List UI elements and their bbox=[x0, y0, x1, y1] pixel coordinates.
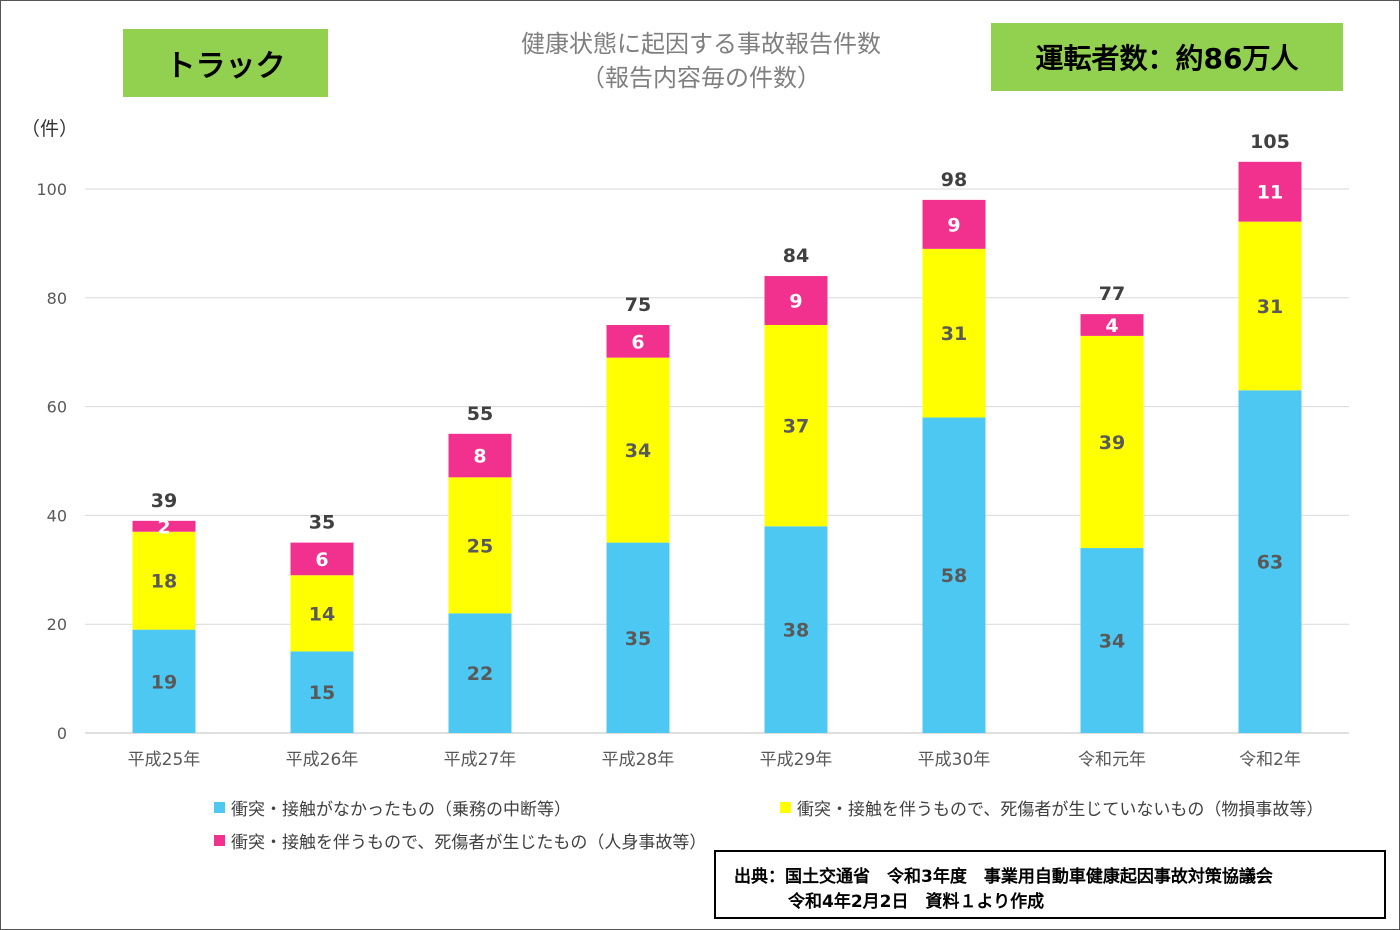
y-tick-label: 0 bbox=[57, 724, 67, 743]
data-label: 15 bbox=[309, 682, 335, 704]
x-tick-label: 令和2年 bbox=[1239, 750, 1301, 770]
total-label: 77 bbox=[1099, 283, 1125, 305]
data-label: 38 bbox=[783, 620, 809, 642]
data-label: 58 bbox=[941, 565, 967, 587]
bar-segment bbox=[448, 613, 512, 733]
bar-segment bbox=[132, 520, 196, 532]
y-tick-label: 60 bbox=[47, 398, 67, 417]
total-label: 75 bbox=[625, 294, 651, 316]
x-tick-label: 令和元年 bbox=[1078, 750, 1146, 770]
bar-segment bbox=[764, 276, 828, 325]
bar-segment bbox=[132, 629, 196, 733]
data-label: 2 bbox=[157, 516, 170, 538]
data-label: 6 bbox=[631, 331, 644, 353]
legend-label: 衝突・接触を伴うもので、死傷者が生じていないもの（物損事故等） bbox=[797, 800, 1324, 820]
total-label: 55 bbox=[467, 403, 493, 425]
data-label: 18 bbox=[151, 571, 177, 593]
bar-segment bbox=[764, 526, 828, 733]
bar-segment bbox=[1080, 548, 1144, 733]
bar-segment bbox=[606, 325, 670, 358]
data-label: 11 bbox=[1257, 182, 1283, 204]
chart-title: 健康状態に起因する事故報告件数 （報告内容毎の件数） bbox=[441, 27, 961, 95]
data-label: 14 bbox=[309, 603, 335, 625]
y-tick-label: 80 bbox=[47, 289, 67, 308]
bar-segment bbox=[922, 199, 986, 249]
data-label: 34 bbox=[625, 440, 651, 462]
data-label: 31 bbox=[1257, 296, 1283, 318]
data-label: 9 bbox=[789, 291, 802, 313]
bar-segment bbox=[1238, 390, 1302, 733]
total-label: 98 bbox=[941, 169, 967, 191]
total-label: 84 bbox=[783, 245, 809, 267]
data-label: 34 bbox=[1099, 631, 1125, 653]
y-tick-label: 40 bbox=[47, 506, 67, 525]
legend-label: 衝突・接触を伴うもので、死傷者が生じたもの（人身事故等） bbox=[231, 833, 707, 853]
x-tick-label: 平成25年 bbox=[128, 750, 201, 770]
data-label: 35 bbox=[625, 628, 651, 650]
x-tick-label: 平成28年 bbox=[602, 750, 675, 770]
x-tick-label: 平成30年 bbox=[918, 750, 991, 770]
bar-segment bbox=[1080, 335, 1144, 549]
bar-segment bbox=[606, 357, 670, 543]
data-label: 9 bbox=[947, 214, 960, 236]
legend-item-property-damage: 衝突・接触を伴うもので、死傷者が生じていないもの（物損事故等） bbox=[780, 795, 1323, 820]
bar-segment bbox=[1238, 221, 1302, 391]
data-label: 6 bbox=[315, 549, 328, 571]
vehicle-type-badge: トラック bbox=[123, 29, 328, 97]
driver-count-badge: 運転者数：約86万人 bbox=[991, 23, 1343, 91]
bar-segment bbox=[1080, 314, 1144, 336]
data-label: 39 bbox=[1099, 432, 1125, 454]
bar-segment bbox=[922, 248, 986, 418]
x-tick-label: 平成26年 bbox=[286, 750, 359, 770]
bar-segment bbox=[922, 417, 986, 733]
total-label: 105 bbox=[1250, 131, 1290, 153]
data-label: 25 bbox=[467, 535, 493, 557]
bar-segment bbox=[1238, 161, 1302, 222]
y-tick-label: 100 bbox=[36, 180, 67, 199]
legend-swatch-yellow bbox=[780, 802, 791, 813]
chart-title-line2: （報告内容毎の件数） bbox=[581, 64, 821, 92]
legend-swatch-pink bbox=[214, 835, 225, 846]
bar-segment bbox=[606, 542, 670, 733]
bar-segment bbox=[764, 325, 828, 527]
bar-segment bbox=[132, 531, 196, 630]
data-label: 31 bbox=[941, 323, 967, 345]
x-tick-label: 平成29年 bbox=[760, 750, 833, 770]
chart-title-line1: 健康状態に起因する事故報告件数 bbox=[521, 30, 881, 58]
legend-item-injury: 衝突・接触を伴うもので、死傷者が生じたもの（人身事故等） bbox=[214, 828, 706, 853]
bar-segment bbox=[448, 477, 512, 614]
bar-segment bbox=[448, 433, 512, 478]
data-label: 19 bbox=[151, 671, 177, 693]
total-label: 35 bbox=[309, 512, 335, 534]
legend-swatch-blue bbox=[214, 802, 225, 813]
bar-segment bbox=[290, 542, 354, 576]
data-label: 22 bbox=[467, 663, 493, 685]
bar-segment bbox=[290, 651, 354, 733]
data-label: 4 bbox=[1105, 315, 1118, 337]
source-line1: 出典：国土交通省 令和3年度 事業用自動車健康起因事故対策協議会 bbox=[734, 867, 1273, 887]
data-label: 63 bbox=[1257, 552, 1283, 574]
total-label: 39 bbox=[151, 490, 177, 512]
source-note: 出典：国土交通省 令和3年度 事業用自動車健康起因事故対策協議会 令和4年2月2… bbox=[714, 850, 1386, 919]
legend-item-no-collision: 衝突・接触がなかったもの（乗務の中断等） bbox=[214, 795, 571, 820]
data-label: 8 bbox=[473, 446, 486, 468]
bar-segment bbox=[290, 575, 354, 652]
legend-label: 衝突・接触がなかったもの（乗務の中断等） bbox=[231, 800, 571, 820]
y-tick-label: 20 bbox=[47, 615, 67, 634]
source-line2: 令和4年2月2日 資料１より作成 bbox=[788, 892, 1045, 912]
data-label: 37 bbox=[783, 416, 809, 438]
y-axis-unit-label: （件） bbox=[21, 118, 79, 140]
x-tick-label: 平成27年 bbox=[444, 750, 517, 770]
